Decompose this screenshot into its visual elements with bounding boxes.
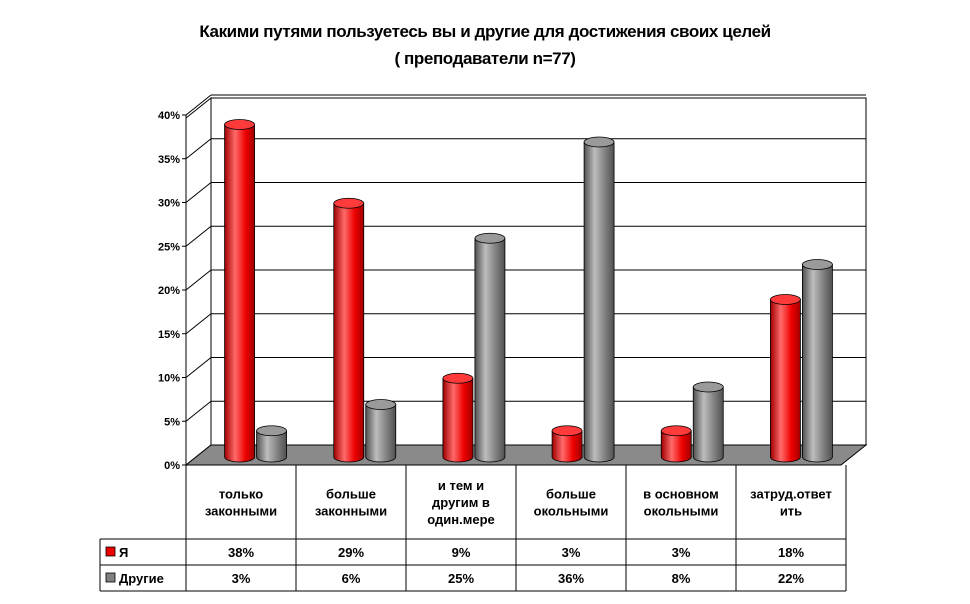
legend-key-ya bbox=[105, 546, 116, 557]
data-label: 3% bbox=[562, 545, 581, 560]
gridline-side bbox=[185, 94, 212, 116]
data-label: 36% bbox=[558, 571, 584, 586]
y-tick-label: 20% bbox=[158, 285, 180, 297]
bar-ya bbox=[442, 372, 474, 463]
gridline-side bbox=[185, 357, 212, 378]
gridline-side bbox=[185, 269, 212, 291]
bar-drugie bbox=[365, 399, 397, 463]
bar-ya bbox=[551, 425, 583, 463]
bar-body bbox=[365, 404, 397, 463]
y-tick-label: 25% bbox=[158, 241, 180, 253]
bar-body bbox=[660, 430, 692, 463]
gridline-side bbox=[185, 313, 212, 335]
legend-label: Другие bbox=[119, 571, 164, 586]
legend-label: Я bbox=[119, 545, 128, 560]
gridline-side bbox=[185, 400, 212, 422]
bar-drugie bbox=[692, 381, 724, 463]
bar-top bbox=[583, 136, 615, 148]
y-tick-label: 40% bbox=[158, 110, 180, 122]
bar-drugie bbox=[802, 259, 833, 463]
category-label: больше законными bbox=[315, 487, 387, 519]
y-tick-label: 35% bbox=[158, 154, 180, 166]
data-label: 29% bbox=[338, 545, 364, 560]
bar-top bbox=[442, 372, 474, 384]
bar-top bbox=[770, 294, 801, 305]
data-label: 3% bbox=[672, 545, 691, 560]
data-label: 25% bbox=[448, 571, 474, 586]
bar-drugie bbox=[474, 232, 506, 463]
bar-drugie bbox=[256, 425, 287, 463]
data-label: 8% bbox=[672, 571, 691, 586]
y-tick-label: 5% bbox=[164, 416, 180, 428]
chart-floor bbox=[184, 444, 868, 466]
category-label: больше окольными bbox=[534, 487, 609, 519]
data-label: 6% bbox=[342, 571, 361, 586]
bar-top bbox=[474, 232, 506, 244]
bar-body bbox=[442, 377, 474, 463]
y-tick-label: 30% bbox=[158, 198, 180, 210]
data-label: 9% bbox=[452, 545, 471, 560]
category-label: только законными bbox=[205, 487, 277, 519]
bar-ya bbox=[660, 425, 692, 463]
chart-subtitle: ( преподаватели n=77) bbox=[394, 49, 576, 68]
bar-body bbox=[474, 237, 506, 463]
category-label: в основном окольными bbox=[643, 487, 719, 519]
side-wall bbox=[185, 96, 212, 467]
category-label: и тем и другим в один.мере bbox=[427, 478, 495, 527]
bar-top bbox=[256, 425, 287, 437]
bar-top bbox=[365, 399, 397, 410]
bar-top bbox=[333, 197, 365, 209]
bar-body bbox=[333, 202, 365, 463]
y-tick-label: 0% bbox=[164, 460, 180, 472]
bar-ya bbox=[770, 294, 801, 463]
back-wall bbox=[210, 97, 867, 446]
data-label: 3% bbox=[232, 571, 251, 586]
data-label: 18% bbox=[778, 545, 804, 560]
gridline-side bbox=[185, 182, 212, 203]
bar-top bbox=[551, 425, 583, 437]
bar-body bbox=[770, 299, 801, 463]
bar-body bbox=[256, 430, 287, 463]
bar-body bbox=[551, 430, 583, 463]
bar-top bbox=[802, 259, 833, 270]
bar-body bbox=[224, 124, 255, 463]
legend-key-drugie bbox=[105, 572, 116, 583]
bar-ya bbox=[333, 197, 365, 463]
category-label: затруд.ответ ить bbox=[750, 487, 832, 519]
bar-body bbox=[692, 386, 724, 463]
bar-top bbox=[692, 381, 724, 393]
bar-top bbox=[660, 425, 692, 437]
y-tick-label: 10% bbox=[158, 373, 180, 385]
bar-body bbox=[802, 264, 833, 463]
gridline-side bbox=[185, 138, 212, 160]
bar-top bbox=[224, 119, 255, 130]
data-label: 22% bbox=[778, 571, 804, 586]
bar-body bbox=[583, 141, 615, 463]
chart-title: Какими путями пользуетесь вы и другие дл… bbox=[199, 22, 771, 41]
y-tick-label: 15% bbox=[158, 329, 180, 341]
data-label: 38% bbox=[228, 545, 254, 560]
bar-ya bbox=[224, 119, 255, 463]
gridline-side bbox=[185, 225, 212, 247]
bar-drugie bbox=[583, 136, 615, 463]
